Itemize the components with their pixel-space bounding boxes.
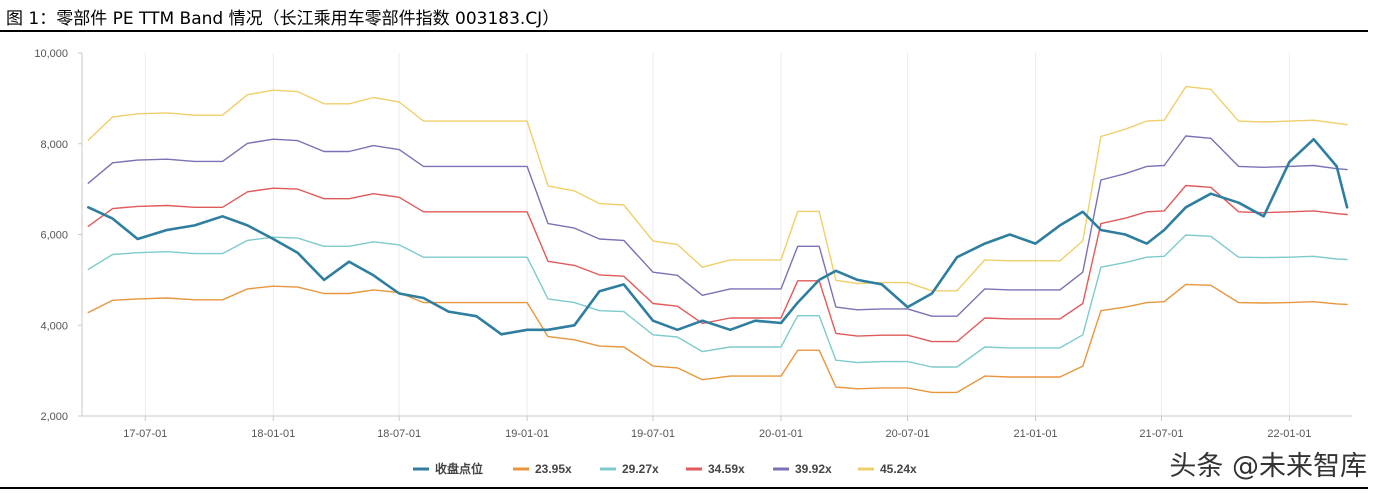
- x-tick-label: 18-01-01: [251, 428, 295, 440]
- figure-title: 图 1：零部件 PE TTM Band 情况（长江乘用车零部件指数 003183…: [6, 9, 560, 29]
- y-tick-label: 8,000: [40, 139, 68, 151]
- x-tick-label: 20-01-01: [759, 428, 803, 440]
- pe-band-chart: 2,000 4,000 6,000 8,000 10,000 17-07-01 18-01…: [34, 48, 1352, 476]
- axes: [78, 52, 1352, 421]
- series-line-23.95x: [87, 283, 1348, 394]
- legend-item: 23.95x: [513, 462, 572, 476]
- y-tick-label: 6,000: [40, 230, 68, 242]
- legend-item: 39.92x: [773, 462, 832, 476]
- legend-item: 29.27x: [600, 462, 659, 476]
- legend-label: 29.27x: [622, 462, 659, 476]
- y-tick-label: 10,000: [34, 48, 68, 60]
- x-tick-label: 20-07-01: [886, 428, 930, 440]
- series-line-34.59x: [87, 184, 1348, 343]
- legend-label: 23.95x: [535, 462, 572, 476]
- bottom-rule: [0, 487, 1368, 489]
- legend-item: 45.24x: [858, 462, 917, 476]
- legend-label: 39.92x: [795, 462, 832, 476]
- legend-label: 45.24x: [880, 462, 917, 476]
- legend-label: 收盘点位: [435, 461, 483, 476]
- x-tick-label: 21-07-01: [1139, 428, 1183, 440]
- legend-item: 34.59x: [686, 462, 745, 476]
- legend-label: 34.59x: [708, 462, 745, 476]
- x-tick-label: 22-01-01: [1267, 428, 1311, 440]
- series-line-29.27x: [87, 234, 1348, 368]
- legend: 收盘点位 23.95x 29.27x 34.59x 39.92x 45.24x: [413, 461, 917, 476]
- series-line-45.24x: [87, 85, 1348, 292]
- x-tick-label: 19-01-01: [505, 428, 549, 440]
- y-tick-label: 2,000: [40, 411, 68, 423]
- x-tick-label: 17-07-01: [123, 428, 167, 440]
- series-line-收盘点位: [87, 137, 1349, 336]
- x-tick-label: 19-07-01: [631, 428, 675, 440]
- y-tick-label: 4,000: [40, 320, 68, 332]
- series-lines: [87, 85, 1349, 394]
- y-tick-labels: 2,000 4,000 6,000 8,000 10,000: [34, 48, 68, 423]
- title-rule: [0, 30, 1368, 32]
- x-tick-labels: 17-07-01 18-01-01 18-07-01 19-01-01 19-07-01…: [123, 428, 1311, 440]
- watermark: 头条 @未来智库: [1169, 451, 1367, 482]
- x-tick-label: 18-07-01: [377, 428, 421, 440]
- x-tick-label: 21-01-01: [1014, 428, 1058, 440]
- legend-item: 收盘点位: [413, 461, 483, 476]
- gridlines: [144, 53, 1290, 416]
- series-line-39.92x: [87, 135, 1348, 317]
